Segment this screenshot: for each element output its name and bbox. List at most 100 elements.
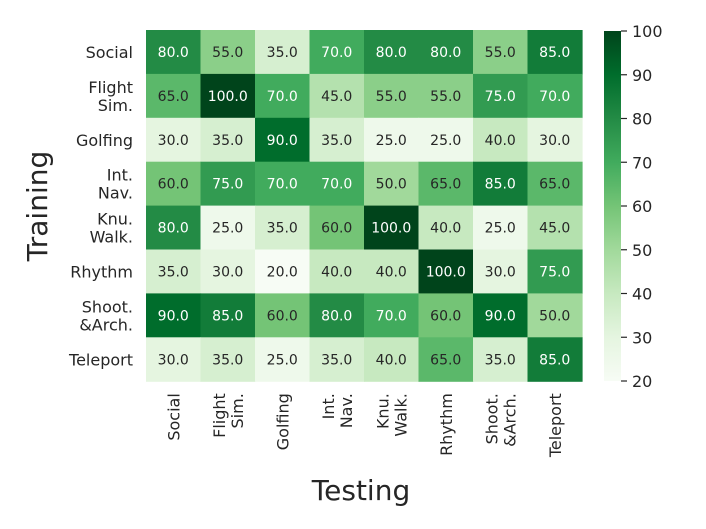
cell-value-label: 35.0: [158, 264, 189, 280]
cell-value-label: 100.0: [208, 89, 248, 105]
cell-value-label: 60.0: [430, 308, 461, 324]
heatmap-cell: [200, 73, 256, 119]
cell-value-label: 55.0: [430, 89, 461, 105]
heatmap-cell: [200, 161, 256, 207]
cell-value-label: 25.0: [267, 352, 298, 368]
heatmap-cell: [418, 73, 474, 119]
cell-value-label: 90.0: [158, 308, 189, 324]
heatmap-cell: [255, 30, 311, 75]
heatmap-cells: 80.0 55.0 35.0 70.0 80.0 80.0 55.0 85.0 65.0 100.…: [146, 30, 583, 382]
heatmap-cell: [364, 337, 420, 382]
cell-value-label: 20.0: [267, 264, 298, 280]
colorbar-tick-label: 40: [632, 285, 652, 304]
heatmap-cell: [146, 161, 202, 207]
cell-value-label: 35.0: [267, 45, 298, 61]
heatmap-cell: [255, 337, 311, 382]
cell-value-label: 80.0: [321, 308, 352, 324]
cell-value-label: 70.0: [539, 89, 570, 105]
cell-value-label: 90.0: [267, 133, 298, 149]
heatmap-cell: [309, 337, 365, 382]
cell-value-label: 50.0: [539, 308, 570, 324]
heatmap-cell: [146, 205, 202, 251]
cell-value-label: 45.0: [539, 221, 570, 237]
cell-value-label: 85.0: [485, 177, 516, 193]
heatmap-cell: [418, 30, 474, 75]
cell-value-label: 85.0: [539, 352, 570, 368]
heatmap-cell: [309, 293, 365, 338]
cell-value-label: 70.0: [321, 177, 352, 193]
heatmap-cell: [527, 205, 583, 251]
heatmap-cell: [146, 293, 202, 338]
y-tick-label: Teleport: [68, 350, 133, 369]
cell-value-label: 75.0: [539, 264, 570, 280]
cell-value-label: 60.0: [267, 308, 298, 324]
y-tick-label: Golfing: [76, 131, 133, 150]
cell-value-label: 40.0: [430, 221, 461, 237]
colorbar-tick-label: 60: [632, 197, 652, 216]
heatmap-cell: [418, 293, 474, 338]
heatmap-cell: [473, 205, 529, 251]
cell-value-label: 30.0: [158, 133, 189, 149]
cell-value-label: 70.0: [267, 177, 298, 193]
cell-value-label: 25.0: [376, 133, 407, 149]
heatmap-cell: [364, 293, 420, 338]
heatmap-cell: [473, 293, 529, 338]
cell-value-label: 35.0: [267, 221, 298, 237]
heatmap-cell: [473, 117, 529, 163]
x-tick-label: Knu.Walk.: [373, 393, 410, 436]
colorbar-ticks: 20 30 40 50 60 70 80 90 100: [621, 22, 663, 391]
cell-value-label: 30.0: [158, 352, 189, 368]
heatmap-cell: [146, 73, 202, 119]
y-tick-label: Int. Nav.: [98, 166, 133, 203]
cell-value-label: 30.0: [539, 133, 570, 149]
cell-value-label: 35.0: [321, 352, 352, 368]
heatmap-cell: [473, 30, 529, 75]
heatmap-cell: [473, 161, 529, 207]
heatmap-cell: [255, 117, 311, 163]
cell-value-label: 30.0: [212, 264, 243, 280]
cell-value-label: 100.0: [426, 264, 466, 280]
cell-value-label: 55.0: [376, 89, 407, 105]
x-axis-title: Testing: [311, 474, 410, 507]
cell-value-label: 25.0: [430, 133, 461, 149]
heatmap-cell: [364, 249, 420, 294]
cell-value-label: 65.0: [539, 177, 570, 193]
x-tick-label: Golfing: [273, 393, 292, 450]
heatmap-cell: [527, 337, 583, 382]
heatmap-cell: [418, 249, 474, 294]
heatmap-cell: [146, 30, 202, 75]
cell-value-label: 40.0: [376, 352, 407, 368]
y-axis-title: Training: [21, 151, 54, 262]
heatmap-cell: [473, 249, 529, 294]
heatmap-cell: [200, 30, 256, 75]
heatmap-cell: [200, 205, 256, 251]
cell-value-label: 80.0: [376, 45, 407, 61]
cell-value-label: 30.0: [485, 264, 516, 280]
heatmap-cell: [309, 73, 365, 119]
heatmap-cell: [309, 205, 365, 251]
cell-value-label: 75.0: [212, 177, 243, 193]
y-tick-label: Flight Sim.: [88, 78, 133, 115]
cell-value-label: 85.0: [539, 45, 570, 61]
x-tick-label: Social: [164, 393, 183, 440]
heatmap-cell: [255, 293, 311, 338]
heatmap-cell: [527, 249, 583, 294]
heatmap-cell: [418, 161, 474, 207]
colorbar-tick-label: 100: [632, 22, 663, 41]
cell-value-label: 75.0: [485, 89, 516, 105]
heatmap-cell: [200, 117, 256, 163]
cell-value-label: 65.0: [430, 177, 461, 193]
heatmap-cell: [364, 205, 420, 251]
heatmap-cell: [255, 249, 311, 294]
heatmap-cell: [418, 205, 474, 251]
cell-value-label: 60.0: [321, 221, 352, 237]
y-tick-labels: Social Flight Sim. Golfing Int. Nav. Knu. Walk.…: [68, 43, 133, 369]
y-tick-label: Shoot. &Arch.: [79, 297, 133, 334]
cell-value-label: 65.0: [158, 89, 189, 105]
cell-value-label: 25.0: [485, 221, 516, 237]
heatmap-cell: [146, 117, 202, 163]
y-tick-label: Knu. Walk.: [90, 210, 133, 247]
heatmap-cell: [146, 249, 202, 294]
x-tick-labels: Social FlightSim. Golfing Int.Nav. Knu.Walk.…: [164, 393, 565, 458]
